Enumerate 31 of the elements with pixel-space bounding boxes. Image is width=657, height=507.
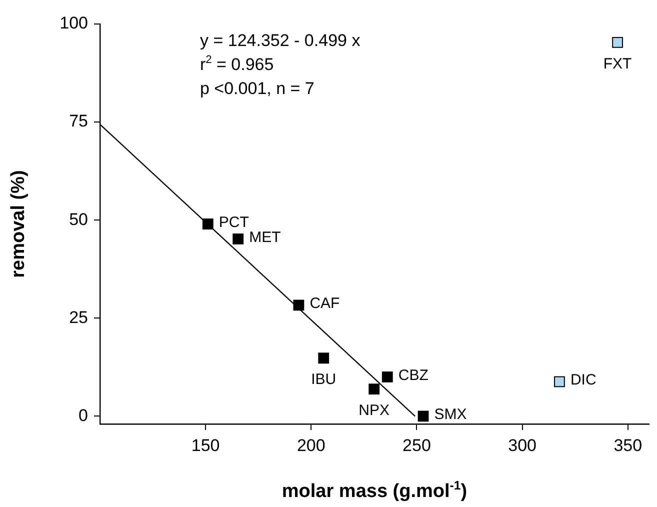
x-tick-label: 250 (402, 436, 431, 455)
y-axis-title: removal (%) (8, 170, 29, 278)
annotation: p <0.001, n = 7 (200, 79, 314, 98)
point (554, 376, 565, 388)
annotation: IBU (311, 371, 336, 388)
annotation: SMX (434, 406, 467, 424)
y-tick-label: 0 (78, 406, 88, 425)
x-tick-label: 150 (191, 436, 220, 455)
point (293, 300, 304, 311)
point (232, 233, 244, 244)
annotation: CAF (310, 295, 340, 312)
x-tick-label: 200 (296, 436, 326, 455)
annotation: FXT (603, 55, 632, 72)
point (368, 384, 380, 395)
annotation: MET (249, 228, 281, 246)
point (202, 218, 214, 230)
point (382, 371, 393, 382)
annotation: CBZ (398, 366, 428, 384)
annotation: DIC (570, 372, 596, 389)
y-tick-label: 25 (69, 308, 88, 327)
x-tick-label: 350 (614, 436, 642, 455)
point (318, 352, 330, 364)
y-tick-label: 100 (60, 14, 88, 33)
y-tick-label: 75 (69, 112, 88, 131)
x-tick-label: 300 (508, 436, 536, 455)
point (418, 410, 429, 422)
y-tick-label: 50 (69, 210, 88, 229)
annotation: NPX (358, 402, 390, 420)
annotation: PCT (218, 214, 249, 231)
point (612, 36, 623, 48)
annotation: y = 124.352 - 0.499 x (200, 31, 361, 50)
